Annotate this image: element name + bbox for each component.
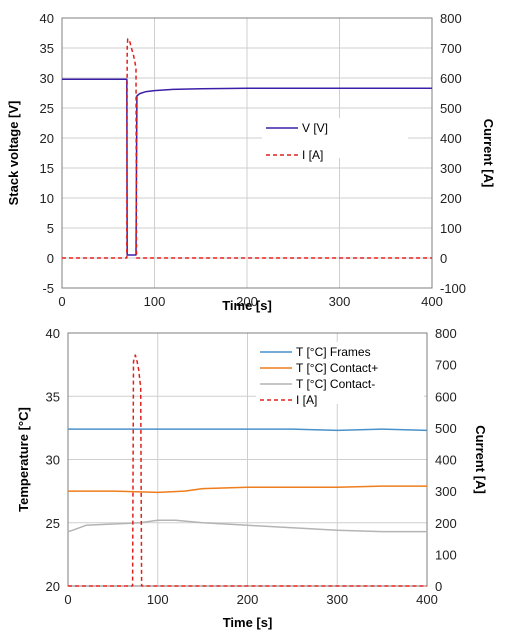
y2-tick-label: 600 [435, 389, 457, 404]
y2-tick-label: 300 [435, 484, 457, 499]
y-tick-label: 30 [46, 453, 60, 468]
x-tick-label: 400 [421, 294, 443, 309]
y2-tick-label: 0 [440, 251, 447, 266]
legend-label: T [°C] Frames [296, 345, 371, 359]
y-axis-title: Stack voltage [V] [6, 101, 21, 206]
legend-label: I [A] [296, 393, 317, 407]
y-tick-label: 25 [40, 101, 54, 116]
y-tick-label: 15 [40, 161, 54, 176]
y2-tick-label: 0 [435, 579, 442, 594]
chart-1: 0 100 200 300 400 -5 0 5 10 15 20 25 30 35 40 -100 0 100 2… [6, 11, 496, 313]
y2-tick-label: 200 [440, 191, 462, 206]
x-tick-label: 200 [237, 592, 259, 607]
y-tick-label: 25 [46, 516, 60, 531]
y2-tick-label: 100 [440, 221, 462, 236]
plot-area [61, 17, 433, 289]
legend: T [°C] Frames T [°C] Contact+ T [°C] Conta… [256, 342, 424, 407]
y-tick-label: 35 [46, 389, 60, 404]
legend-label: T [°C] Contact+ [296, 361, 378, 375]
y2-tick-label: 400 [435, 453, 457, 468]
y-tick-label: 5 [47, 221, 54, 236]
y-tick-label: 20 [40, 131, 54, 146]
legend-label: I [A] [302, 148, 323, 162]
x-tick-label: 0 [64, 592, 71, 607]
y-tick-label: 0 [47, 251, 54, 266]
y2-tick-label: 600 [440, 71, 462, 86]
y2-axis-title: Current [A] [473, 425, 488, 494]
x-tick-label: 100 [144, 294, 166, 309]
legend-label: T [°C] Contact- [296, 377, 375, 391]
y2-axis-title: Current [A] [481, 119, 496, 188]
y-tick-label: 40 [40, 11, 54, 26]
x-tick-label: 300 [329, 294, 351, 309]
y-tick-label: 30 [40, 71, 54, 86]
y2-tick-label: 800 [435, 326, 457, 341]
x-axis-title: Time [s] [222, 298, 272, 313]
y-tick-label: -5 [42, 281, 54, 296]
series-line-i-a [68, 354, 427, 587]
y2-tick-label: 500 [435, 421, 457, 436]
x-tick-label: 400 [416, 592, 438, 607]
series-line-t-c-contact [67, 519, 427, 533]
y2-tick-label: 500 [440, 101, 462, 116]
x-tick-label: 100 [147, 592, 169, 607]
legend: V [V] I [A] [262, 118, 408, 162]
series-line-v-v [62, 78, 432, 256]
y2-tick-label: 700 [440, 41, 462, 56]
x-tick-label: 300 [326, 592, 348, 607]
x-tick-label: 0 [58, 294, 65, 309]
series-line-t-c-contact [68, 485, 427, 494]
y2-tick-label: 300 [440, 161, 462, 176]
x-tick-label: 200 [236, 294, 258, 309]
y-tick-label: 10 [40, 191, 54, 206]
legend-box [262, 118, 408, 158]
series-line-i-a [62, 38, 432, 259]
legend-label: V [V] [302, 121, 328, 135]
y2-tick-label: 400 [440, 131, 462, 146]
y-tick-label: 40 [46, 326, 60, 341]
y-tick-label: 35 [40, 41, 54, 56]
y2-tick-label: 800 [440, 11, 462, 26]
series-line-t-c-frames [68, 428, 428, 432]
chart-2: 0 100 200 300 400202530354001002003004005006… [16, 326, 488, 630]
y2-tick-label: -100 [440, 281, 466, 296]
y2-tick-label: 700 [435, 358, 457, 373]
y2-tick-label: 100 [435, 547, 457, 562]
x-axis-title: Time [s] [223, 615, 273, 630]
y2-tick-label: 200 [435, 516, 457, 531]
y-axis-title: Temperature [°C] [16, 407, 31, 512]
y-tick-label: 20 [46, 579, 60, 594]
